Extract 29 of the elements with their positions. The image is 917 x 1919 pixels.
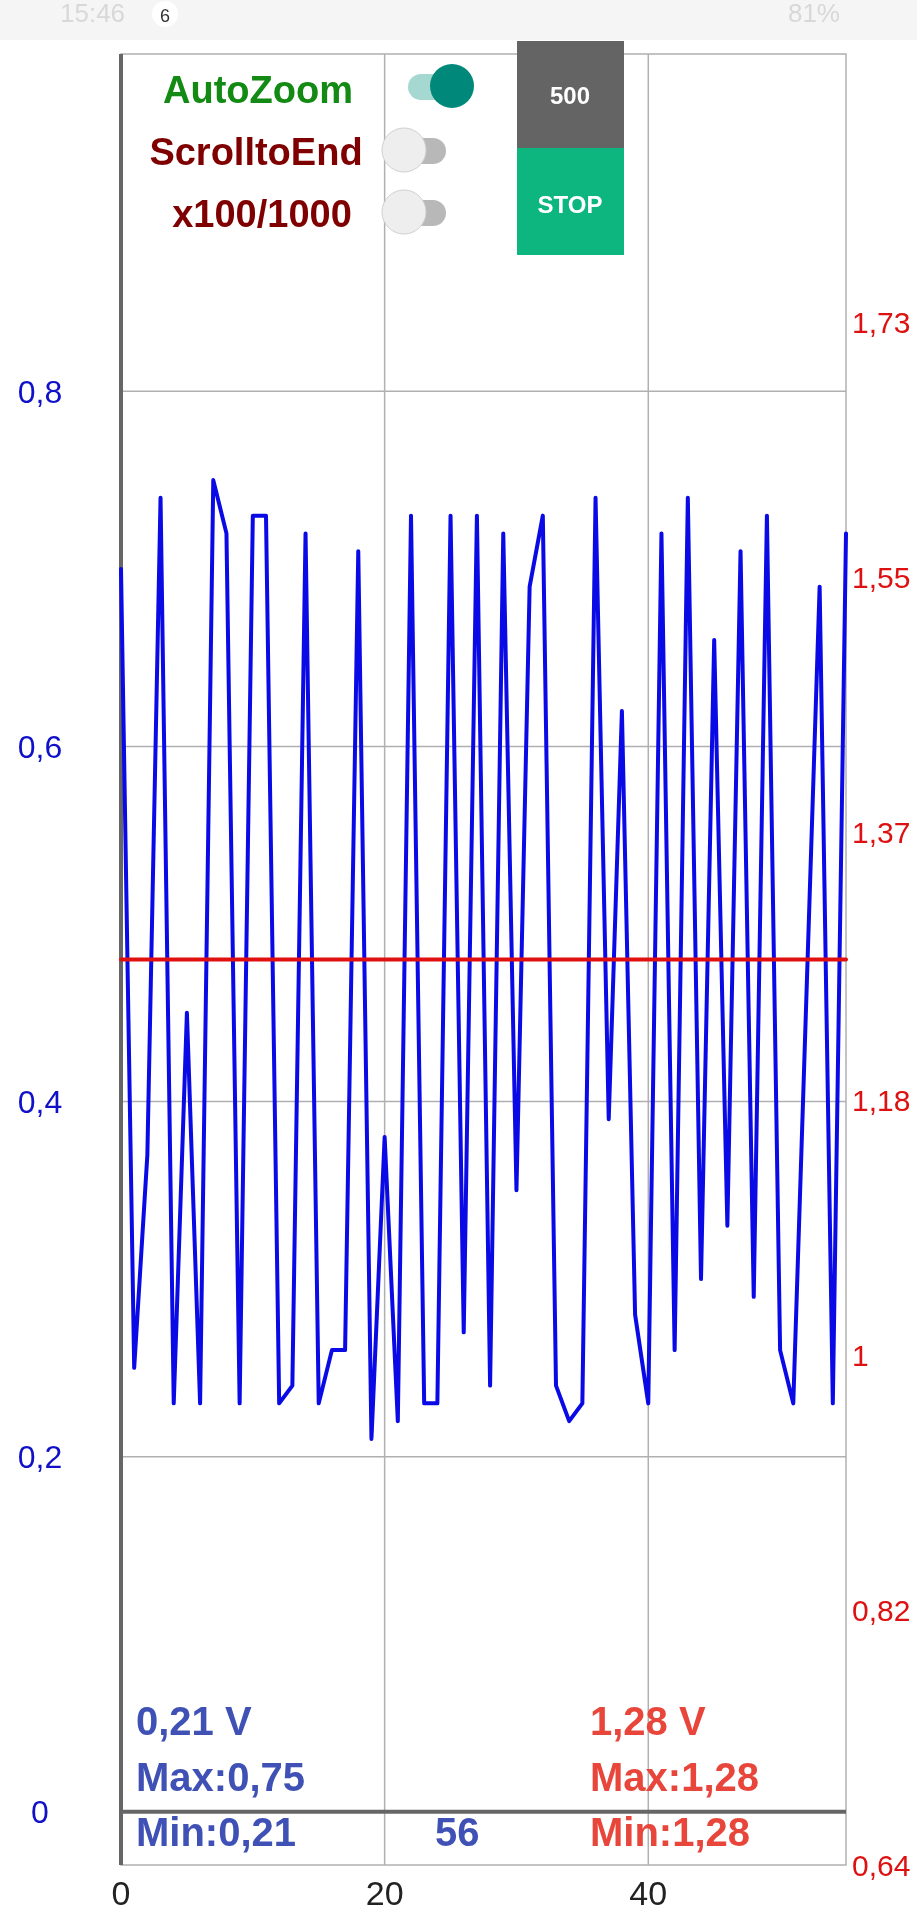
x-tick-label: 0 xyxy=(111,1874,131,1912)
y-tick-label: 0,4 xyxy=(17,1083,63,1120)
annotation: AutoZoom xyxy=(163,69,353,111)
annotation: Min:0,21 xyxy=(136,1810,297,1854)
annotation: Max:0,75 xyxy=(136,1755,305,1799)
y2-tick-label: 1,73 xyxy=(852,306,911,340)
annotation: 56 xyxy=(435,1810,480,1854)
y2-tick-label: 1,55 xyxy=(852,560,911,594)
line-series xyxy=(119,478,848,1441)
y2-tick-label: 0,82 xyxy=(852,1593,911,1627)
annotation: Max:1,28 xyxy=(590,1755,759,1799)
y-tick-label: 0,6 xyxy=(17,728,63,765)
y-tick-label: 0 xyxy=(31,1793,49,1830)
y2-tick-label: 1 xyxy=(852,1339,869,1373)
annotation: ScrolltoEnd xyxy=(149,131,363,173)
annotation: x100/1000 xyxy=(172,193,352,235)
annotation: 500 xyxy=(549,82,591,109)
y-tick-label: 0,2 xyxy=(17,1438,63,1475)
y2-tick-label: 0,64 xyxy=(852,1848,911,1882)
annotation: 0,21 V xyxy=(136,1699,252,1743)
annotation: STOP xyxy=(537,191,603,218)
x-tick-label: 20 xyxy=(365,1874,404,1912)
y-tick-label: 0,8 xyxy=(17,373,63,410)
annotation: Min:1,28 xyxy=(590,1810,751,1854)
annotation: 1,28 V xyxy=(590,1699,706,1743)
y2-tick-label: 1,37 xyxy=(852,815,911,849)
text: 6 xyxy=(159,6,171,26)
y2-tick-label: 1,18 xyxy=(852,1084,911,1118)
x-tick-label: 40 xyxy=(629,1874,668,1912)
